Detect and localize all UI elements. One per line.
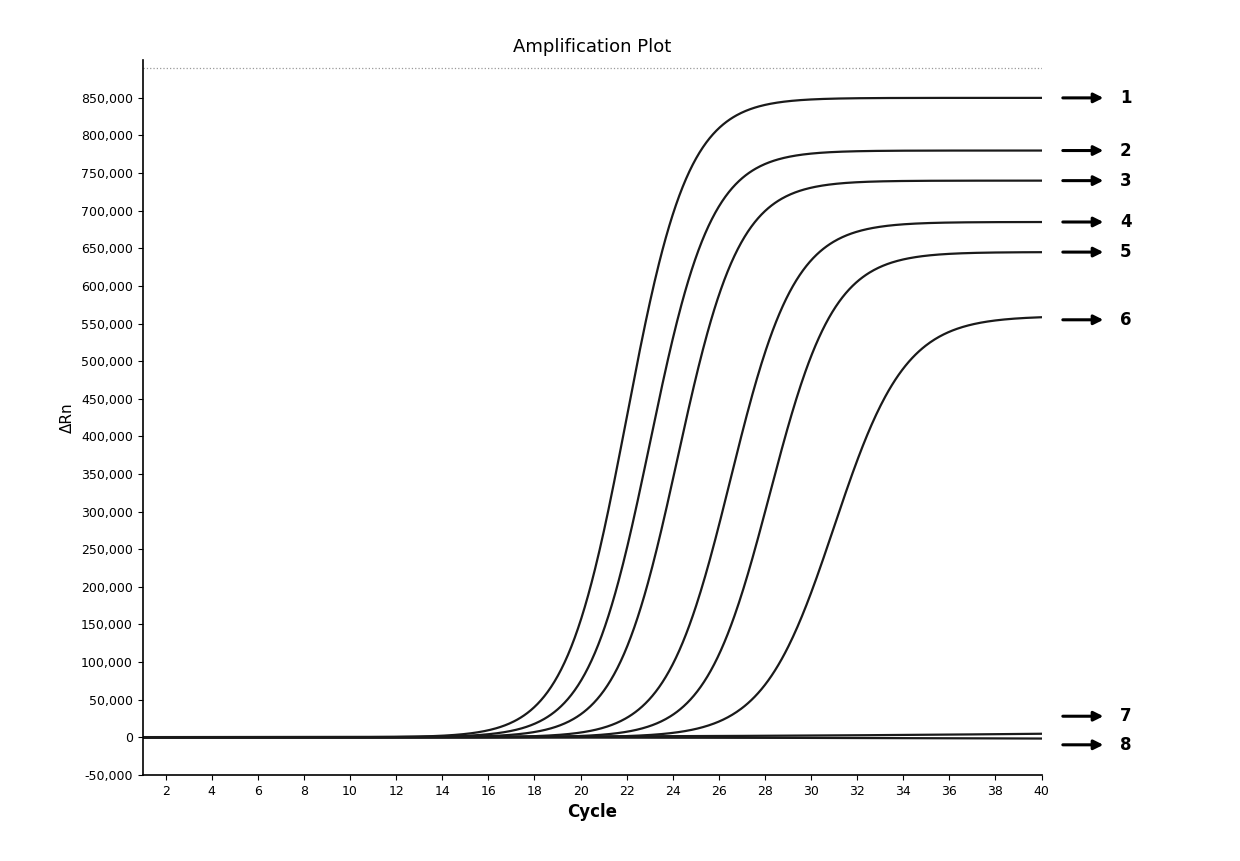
Text: 8: 8 [1120,736,1131,754]
X-axis label: Cycle: Cycle [567,803,618,821]
Text: 7: 7 [1120,707,1132,725]
Text: 5: 5 [1120,243,1131,261]
Text: 2: 2 [1120,141,1132,159]
Text: 6: 6 [1120,311,1131,329]
Text: 4: 4 [1120,213,1132,231]
Title: Amplification Plot: Amplification Plot [513,38,671,56]
Y-axis label: ΔRn: ΔRn [61,402,76,433]
Text: 1: 1 [1120,89,1131,107]
Text: 3: 3 [1120,171,1132,189]
